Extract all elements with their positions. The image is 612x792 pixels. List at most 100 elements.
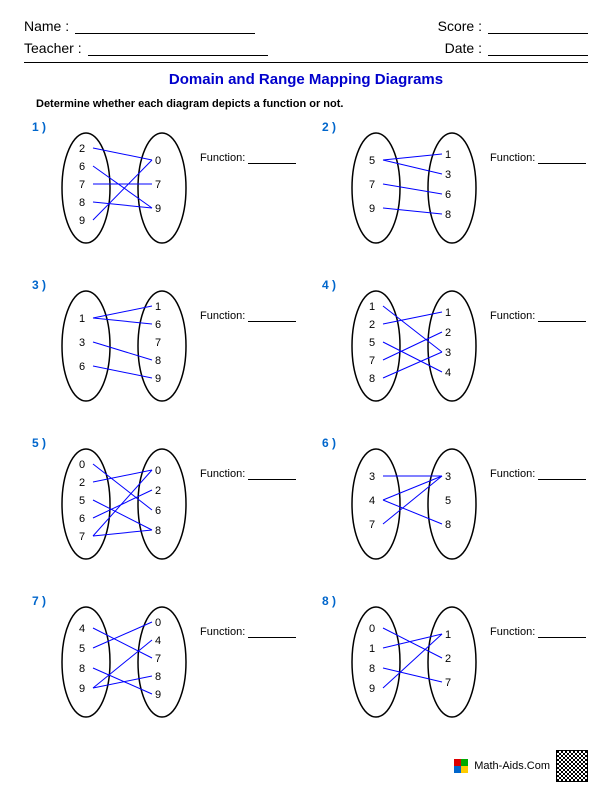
- svg-text:1: 1: [369, 643, 375, 655]
- svg-text:9: 9: [155, 689, 161, 701]
- answer-label: Function:: [200, 152, 296, 164]
- footer: Math-Aids.Com: [454, 750, 588, 782]
- svg-text:7: 7: [79, 179, 85, 191]
- svg-text:8: 8: [79, 197, 85, 209]
- answer-label: Function:: [200, 310, 296, 322]
- svg-text:2: 2: [79, 143, 85, 155]
- svg-text:0: 0: [79, 459, 85, 471]
- page-title: Domain and Range Mapping Diagrams: [24, 71, 588, 88]
- mapping-diagram: 0189127: [340, 600, 490, 728]
- instruction-text: Determine whether each diagram depicts a…: [36, 98, 588, 110]
- svg-text:7: 7: [369, 355, 375, 367]
- mapping-diagram: 3 4 7 3 5 8: [340, 442, 490, 570]
- svg-text:2: 2: [445, 327, 451, 339]
- svg-text:9: 9: [79, 215, 85, 227]
- svg-text:8: 8: [155, 525, 161, 537]
- answer-label: Function:: [490, 626, 586, 638]
- teacher-line: [88, 42, 268, 56]
- svg-text:6: 6: [445, 189, 451, 201]
- svg-text:2: 2: [445, 653, 451, 665]
- svg-text:1: 1: [445, 307, 451, 319]
- answer-label: Function:: [200, 626, 296, 638]
- svg-text:8: 8: [369, 663, 375, 675]
- svg-text:1: 1: [445, 629, 451, 641]
- problem: 4 ) 125781234 Function:: [320, 276, 600, 416]
- svg-text:8: 8: [445, 519, 451, 531]
- svg-text:5: 5: [445, 495, 451, 507]
- answer-line: [538, 479, 586, 480]
- svg-text:9: 9: [79, 683, 85, 695]
- svg-text:7: 7: [155, 653, 161, 665]
- svg-text:6: 6: [79, 513, 85, 525]
- svg-text:4: 4: [445, 367, 451, 379]
- problem-number: 1 ): [32, 120, 46, 134]
- qr-code-icon: [556, 750, 588, 782]
- svg-text:2: 2: [369, 319, 375, 331]
- svg-text:3: 3: [369, 471, 375, 483]
- svg-text:9: 9: [155, 203, 161, 215]
- answer-line: [248, 637, 296, 638]
- problem: 6 ) 3 4 7 3 5 8 Function:: [320, 434, 600, 574]
- logo-icon: [454, 759, 468, 773]
- svg-text:3: 3: [445, 471, 451, 483]
- svg-text:3: 3: [79, 337, 85, 349]
- svg-text:4: 4: [369, 495, 375, 507]
- svg-text:8: 8: [79, 663, 85, 675]
- svg-text:4: 4: [79, 623, 85, 635]
- problem: 8 ) 0189127 Function:: [320, 592, 600, 732]
- problem: 5 ) 025670268 Function:: [30, 434, 310, 574]
- problem: 3 ) 1 3 6 1 6 7 8 9 Function:: [30, 276, 310, 416]
- svg-text:3: 3: [445, 347, 451, 359]
- problem: 7 ) 458904789 Function:: [30, 592, 310, 732]
- svg-text:6: 6: [79, 161, 85, 173]
- name-label: Name :: [24, 18, 69, 34]
- problem-number: 4 ): [322, 278, 336, 292]
- problem-number: 7 ): [32, 594, 46, 608]
- svg-text:1: 1: [445, 149, 451, 161]
- svg-text:0: 0: [155, 155, 161, 167]
- svg-text:9: 9: [369, 203, 375, 215]
- svg-text:0: 0: [155, 465, 161, 477]
- problem-number: 8 ): [322, 594, 336, 608]
- svg-text:7: 7: [445, 677, 451, 689]
- problem-number: 3 ): [32, 278, 46, 292]
- score-label: Score :: [438, 18, 482, 34]
- answer-line: [538, 321, 586, 322]
- svg-text:6: 6: [79, 361, 85, 373]
- svg-text:1: 1: [79, 313, 85, 325]
- svg-text:7: 7: [369, 179, 375, 191]
- mapping-diagram: 1 3 6 1 6 7 8 9: [50, 284, 200, 412]
- answer-line: [248, 479, 296, 480]
- svg-text:6: 6: [155, 319, 161, 331]
- answer-label: Function:: [200, 468, 296, 480]
- svg-text:9: 9: [155, 373, 161, 385]
- problem-number: 5 ): [32, 436, 46, 450]
- svg-text:5: 5: [369, 337, 375, 349]
- svg-text:5: 5: [79, 643, 85, 655]
- svg-text:7: 7: [369, 519, 375, 531]
- date-line: [488, 42, 588, 56]
- mapping-diagram: 2 6 7 8 9 0 7 9: [50, 126, 200, 254]
- answer-label: Function:: [490, 468, 586, 480]
- answer-label: Function:: [490, 152, 586, 164]
- svg-text:6: 6: [155, 505, 161, 517]
- svg-text:8: 8: [155, 355, 161, 367]
- svg-text:5: 5: [79, 495, 85, 507]
- answer-line: [538, 163, 586, 164]
- teacher-label: Teacher :: [24, 40, 82, 56]
- answer-line: [248, 163, 296, 164]
- problem-number: 2 ): [322, 120, 336, 134]
- svg-text:7: 7: [79, 531, 85, 543]
- problem-number: 6 ): [322, 436, 336, 450]
- svg-text:8: 8: [445, 209, 451, 221]
- svg-text:2: 2: [155, 485, 161, 497]
- svg-text:1: 1: [155, 301, 161, 313]
- score-line: [488, 20, 588, 34]
- problem: 2 ) 5791368 Function:: [320, 118, 600, 258]
- date-label: Date :: [445, 40, 482, 56]
- svg-text:7: 7: [155, 337, 161, 349]
- svg-text:0: 0: [155, 617, 161, 629]
- name-line: [75, 20, 255, 34]
- answer-label: Function:: [490, 310, 586, 322]
- svg-text:7: 7: [155, 179, 161, 191]
